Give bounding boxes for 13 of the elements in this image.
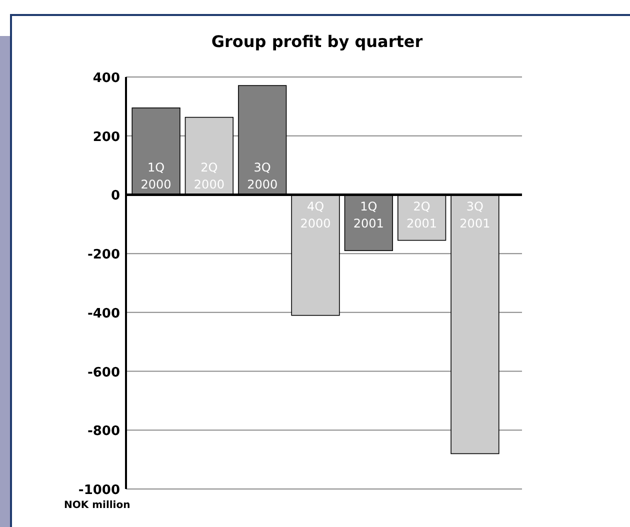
y-tick-label: -800 (87, 424, 120, 440)
y-tick-label: -600 (87, 365, 120, 380)
y-tick-label: -400 (87, 306, 120, 322)
x-tick-label: 3Q 2000 (247, 160, 278, 192)
x-tick-label: 1Q 2000 (140, 160, 172, 192)
y-tick-label: -1000 (78, 483, 120, 498)
x-tick-label: 1Q 2001 (353, 200, 384, 231)
y-tick-label: -200 (87, 248, 120, 263)
chart-title: Group profit by quarter (211, 32, 423, 51)
y-axis-title: NOK million (64, 500, 130, 511)
y-tick-label: 200 (92, 130, 120, 145)
y-tick-label: 400 (92, 71, 120, 86)
y-tick-label: 0 (110, 188, 120, 204)
